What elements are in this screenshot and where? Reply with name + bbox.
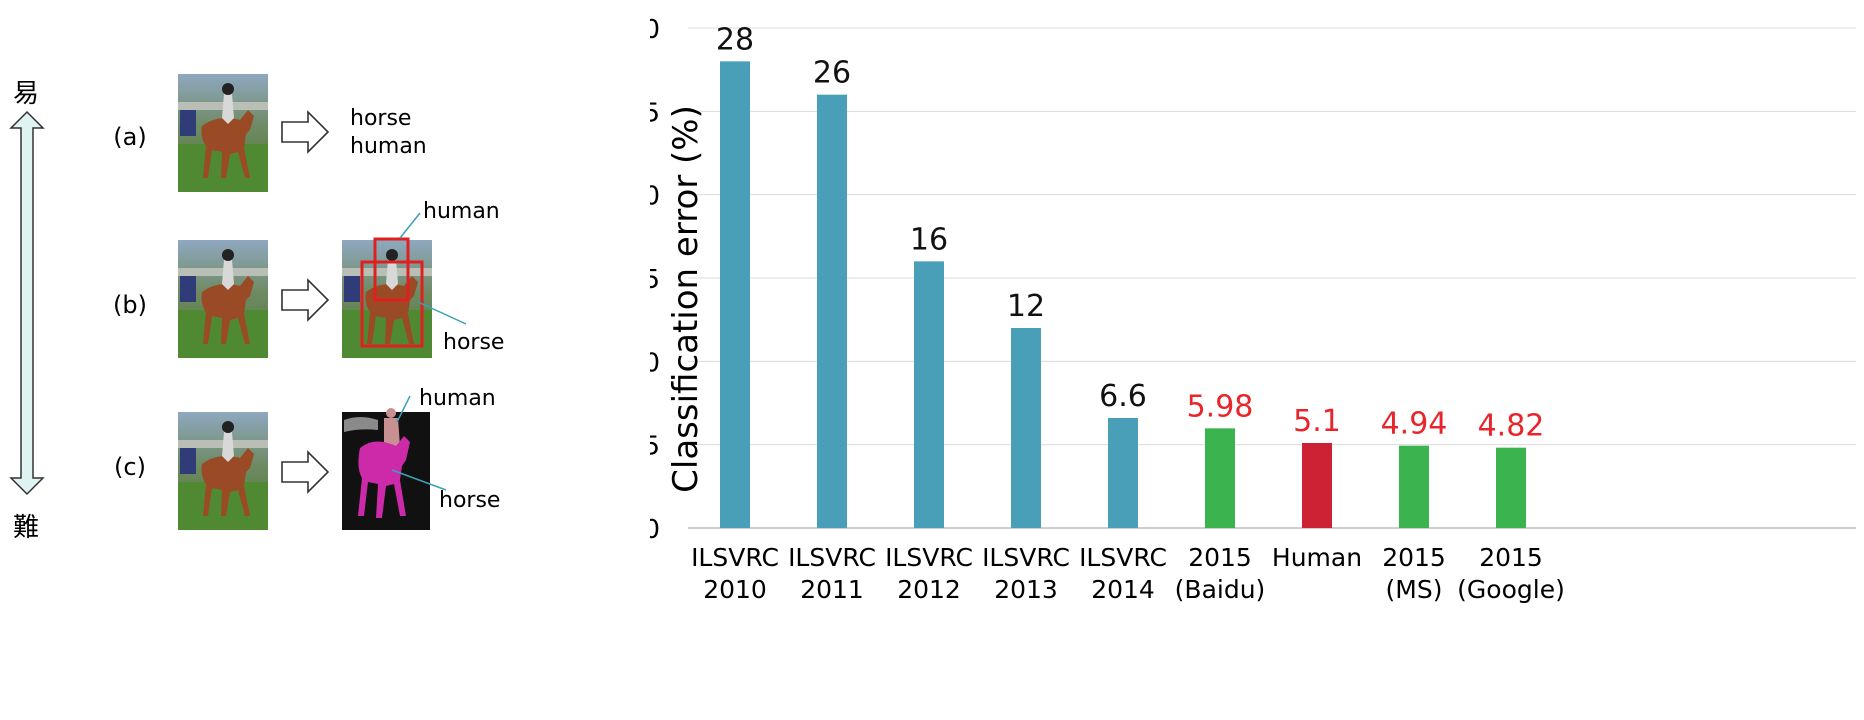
output-label-human: human (350, 134, 427, 159)
input-photo-a (178, 74, 268, 192)
x-tick-label: 2015 (1188, 543, 1252, 572)
bar (1011, 328, 1041, 528)
bar (817, 94, 847, 529)
y-tick-label: 20 (650, 182, 660, 212)
x-tick-label: (Baidu) (1175, 575, 1266, 604)
x-tick-label: ILSVRC (982, 543, 1070, 572)
bar (1399, 445, 1429, 528)
arrow-icon (281, 279, 329, 321)
data-label: 5.1 (1293, 404, 1341, 439)
y-tick-label: 5 (650, 432, 660, 462)
gridlines (688, 27, 1856, 529)
y-tick-label: 0 (650, 515, 660, 545)
x-tick-label: 2013 (994, 575, 1058, 604)
row-b-detection: (b) human horse (113, 199, 504, 358)
data-label: 16 (910, 222, 948, 257)
callout-human: human (423, 199, 500, 224)
y-tick-label: 25 (650, 98, 660, 128)
row-b-label: (b) (113, 291, 147, 319)
row-a-label: (a) (113, 123, 146, 151)
value-labels: 28 26 16 12 6.6 5.98 5.1 4.94 4.82 (716, 22, 1544, 443)
row-a-classification: (a) horse human (113, 74, 427, 192)
bar (1496, 447, 1526, 528)
x-tick-label: 2010 (703, 575, 767, 604)
callout-human: human (419, 386, 496, 411)
data-label: 4.82 (1478, 409, 1545, 444)
bar (1108, 418, 1138, 528)
human-bounding-box (373, 237, 410, 302)
segmentation-mask (342, 408, 430, 530)
x-tick-label: 2015 (1479, 543, 1543, 572)
bar (720, 61, 750, 528)
data-label: 5.98 (1187, 389, 1254, 424)
callout-horse: horse (443, 330, 504, 355)
classification-error-chart: 051015202530 282616126.65.985.14.944.82 … (627, 0, 1864, 716)
bars (720, 61, 1526, 529)
input-photo-b (178, 240, 268, 358)
row-c-segmentation: (c) human horse (114, 386, 500, 530)
y-tick-label: 30 (650, 15, 660, 45)
x-tick-label: ILSVRC (885, 543, 973, 572)
callout-horse: horse (439, 488, 500, 513)
bar (914, 261, 944, 528)
bar (1205, 428, 1235, 528)
x-tick-label: 2011 (800, 575, 864, 604)
x-tick-label: 2014 (1091, 575, 1155, 604)
input-photo-c (178, 412, 268, 530)
y-tick-label: 15 (650, 265, 660, 295)
x-tick-label: ILSVRC (691, 543, 779, 572)
x-tick-label: Human (1272, 543, 1362, 572)
x-tick-label: 2015 (1382, 543, 1446, 572)
y-axis-ticks: 0 5 10 15 20 25 30 (627, 15, 660, 545)
task-diagram: 易 難 (a) horse human (b) human horse (c) (9, 74, 504, 543)
arrow-icon (281, 451, 329, 493)
data-label: 28 (716, 22, 754, 57)
bar (1302, 443, 1332, 528)
data-label: 12 (1007, 289, 1045, 324)
difficulty-arrow (9, 110, 45, 496)
output-label-horse: horse (350, 106, 411, 131)
data-label: 6.6 (1099, 379, 1147, 414)
x-axis-ticks: ILSVRC 2010 ILSVRC 2011 ILSVRC 2012 ILSVRC 2013… (691, 543, 1565, 604)
hard-label: 難 (13, 513, 39, 543)
x-tick-label: (MS) (1386, 575, 1443, 604)
task-illustration: 易 難 (a) horse human (b) human horse (c) (0, 0, 650, 716)
x-tick-label: (Google) (1457, 575, 1565, 604)
y-axis-title: Classification error (%) (666, 105, 706, 493)
bar-chart-svg: 051015202530 282616126.65.985.14.944.82 … (627, 15, 1856, 604)
row-c-label: (c) (114, 453, 146, 481)
arrow-icon (281, 111, 329, 153)
x-tick-label: 2012 (897, 575, 961, 604)
data-label: 4.94 (1381, 407, 1448, 442)
x-tick-label: ILSVRC (788, 543, 876, 572)
data-label: 26 (813, 56, 851, 91)
easy-label: 易 (13, 79, 39, 109)
x-tick-label: ILSVRC (1079, 543, 1167, 572)
y-tick-label: 10 (650, 348, 660, 378)
